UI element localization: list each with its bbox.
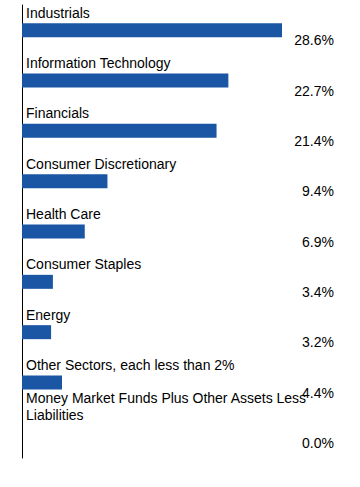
svg-text:Money Market Funds Plus Other: Money Market Funds Plus Other Assets Les… (26, 390, 310, 406)
svg-text:3.2%: 3.2% (302, 334, 334, 350)
svg-text:Health Care: Health Care (26, 206, 101, 222)
svg-text:Financials: Financials (26, 105, 89, 121)
svg-text:6.9%: 6.9% (302, 234, 334, 250)
svg-text:9.4%: 9.4% (302, 183, 334, 199)
svg-text:3.4%: 3.4% (302, 284, 334, 300)
svg-text:28.6%: 28.6% (294, 32, 334, 48)
svg-text:Energy: Energy (26, 307, 70, 323)
svg-text:Consumer Staples: Consumer Staples (26, 256, 141, 272)
svg-text:22.7%: 22.7% (294, 83, 334, 99)
svg-text:4.4%: 4.4% (302, 385, 334, 401)
svg-text:21.4%: 21.4% (294, 133, 334, 149)
svg-text:0.0%: 0.0% (302, 435, 334, 451)
svg-text:Information Technology: Information Technology (26, 55, 171, 71)
svg-text:Other Sectors, each less than: Other Sectors, each less than 2% (26, 357, 235, 373)
svg-text:Liabilities: Liabilities (26, 407, 84, 423)
svg-text:Consumer Discretionary: Consumer Discretionary (26, 156, 176, 172)
svg-text:Industrials: Industrials (26, 5, 90, 21)
